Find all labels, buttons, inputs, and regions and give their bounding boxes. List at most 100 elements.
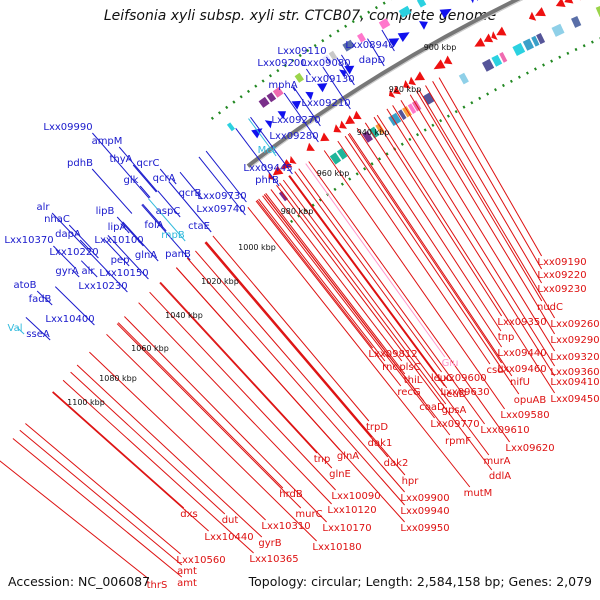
reverse-cds-arrow bbox=[443, 55, 453, 65]
reverse-gene-label-leader bbox=[356, 127, 503, 348]
reverse-gene-label-leader bbox=[205, 241, 406, 476]
forward-gene-label: pdhB bbox=[67, 158, 93, 169]
reverse-gene-label: Lxx10365 bbox=[249, 554, 298, 565]
reverse-gene-label: Lxx09410 bbox=[550, 377, 599, 388]
forward-gene-label: Lxx10220 bbox=[49, 247, 98, 258]
forward-gene-label: Lxx09110 bbox=[277, 46, 326, 57]
reverse-gene-label: amt bbox=[177, 578, 197, 589]
forward-trna-label-leader bbox=[148, 198, 186, 242]
forward-gene-label: Lxx10370 bbox=[4, 235, 53, 246]
forward-trna-label-leader bbox=[16, 326, 25, 335]
reverse-cds-arrow bbox=[535, 7, 546, 17]
reverse-gene-label-leader bbox=[288, 175, 446, 387]
forward-gene-label: Lxx10400 bbox=[45, 314, 94, 325]
kbp-tick-label: 1020 kbp bbox=[201, 277, 239, 286]
reverse-cog-block bbox=[375, 123, 385, 135]
reverse-gene-label-leader bbox=[52, 391, 185, 509]
reverse-gene-label: Lxx09220 bbox=[537, 270, 586, 281]
forward-gene-label-leader bbox=[80, 260, 98, 278]
forward-gene-label: Lxx09080 bbox=[301, 58, 350, 69]
reverse-gene-label-leader bbox=[344, 135, 520, 395]
reverse-gene-label: dak1 bbox=[368, 438, 393, 449]
forward-gene-label: ctaE bbox=[188, 221, 210, 232]
forward-gene-label: folA bbox=[144, 220, 163, 231]
reverse-cds-arrow bbox=[433, 59, 446, 70]
kbp-tick-label: 1080 kbp bbox=[99, 374, 137, 383]
forward-trna-label-leader bbox=[248, 118, 277, 157]
forward-cds-arrow bbox=[388, 38, 400, 48]
forward-gene-label: Lxx09990 bbox=[43, 122, 92, 133]
reverse-gene-label: Lxx09630 bbox=[440, 387, 489, 398]
reverse-gene-label-leader bbox=[298, 168, 486, 425]
forward-gene-label: atoB bbox=[13, 280, 36, 291]
reverse-gene-label: Lxx09320 bbox=[550, 352, 599, 363]
reverse-gene-label-leader bbox=[294, 171, 443, 373]
reverse-gene-label-leader bbox=[337, 140, 491, 365]
reverse-cds-arrow bbox=[496, 26, 507, 36]
reverse-cds-arrow bbox=[491, 31, 498, 40]
reverse-gene-label: Lxx10170 bbox=[322, 523, 371, 534]
reverse-gene-label-leader bbox=[204, 242, 389, 458]
reverse-gene-label: Lxx09770 bbox=[430, 419, 479, 430]
kbp-tick-label: 1040 kbp bbox=[165, 311, 203, 320]
forward-gene-label-leader bbox=[283, 92, 319, 143]
reverse-gene-label-leader bbox=[392, 105, 556, 367]
reverse-gene-label: hpr bbox=[402, 476, 420, 487]
map-title: Leifsonia xyli subsp. xyli str. CTCB07, … bbox=[103, 8, 497, 24]
reverse-gene-label-leader bbox=[348, 132, 513, 377]
reverse-gene-label-leader bbox=[373, 116, 503, 317]
reverse-gene-label-leader bbox=[262, 195, 435, 419]
reverse-gene-label-leader bbox=[386, 108, 556, 377]
reverse-cds-arrow bbox=[414, 71, 425, 81]
reverse-cds-arrow bbox=[306, 142, 315, 151]
forward-gene-label: sseA bbox=[26, 329, 50, 340]
reverse-cds-arrow bbox=[353, 110, 362, 120]
forward-gene-label-leader bbox=[107, 235, 149, 280]
reverse-cog-block bbox=[571, 16, 582, 28]
forward-gene-label: Lxx09200 bbox=[257, 58, 306, 69]
reverse-cds-arrow bbox=[528, 11, 537, 21]
forward-gene-label: Lxx09130 bbox=[305, 74, 354, 85]
forward-gene-label: glnA bbox=[135, 250, 157, 261]
reverse-cog-block bbox=[407, 103, 417, 114]
reverse-gene-label: thiL bbox=[404, 375, 423, 386]
forward-gene-label-leader bbox=[336, 57, 355, 86]
forward-gene-label: gyrA bbox=[55, 266, 78, 277]
forward-cog-block bbox=[357, 32, 366, 43]
forward-gene-label-leader bbox=[121, 222, 144, 247]
reverse-gene-label: Lxx09360 bbox=[550, 367, 599, 378]
reverse-gene-label: opuAB bbox=[514, 395, 547, 406]
reverse-cog-block bbox=[491, 54, 503, 67]
reverse-cds-arrow bbox=[388, 89, 396, 98]
reverse-gene-label: glnA bbox=[337, 451, 359, 462]
reverse-gene-label-leader bbox=[176, 267, 405, 523]
reverse-gene-label: Lxx09260 bbox=[550, 319, 599, 330]
forward-gene-label: Lxx09445 bbox=[243, 163, 292, 174]
forward-cds-arrow bbox=[419, 21, 428, 30]
reverse-gene-label-leader bbox=[270, 189, 403, 362]
reverse-cog-block bbox=[278, 191, 288, 202]
reverse-gene-label: leuD bbox=[444, 389, 467, 400]
forward-cds-arrow bbox=[277, 111, 286, 120]
reverse-gene-label: Lxx09900 bbox=[400, 493, 449, 504]
forward-gene-label: Lxx08940 bbox=[345, 40, 394, 51]
reverse-gene-label: Lxx09580 bbox=[500, 410, 549, 421]
forward-gene-label-leader bbox=[157, 190, 181, 218]
reverse-gene-label-leader bbox=[409, 94, 556, 335]
reverse-cds-arrow bbox=[320, 132, 330, 142]
reverse-gene-label-leader bbox=[415, 90, 543, 302]
forward-gene-label-leader bbox=[132, 164, 157, 193]
reverse-gene-label-leader bbox=[138, 302, 332, 505]
reverse-gene-label: nudC bbox=[537, 302, 563, 313]
reverse-gene-label: Lxx10090 bbox=[331, 491, 380, 502]
forward-gene-label-leader bbox=[103, 238, 130, 267]
reverse-cds-arrow bbox=[564, 0, 574, 4]
forward-gene-label-leader bbox=[381, 29, 395, 52]
forward-gene-label-leader bbox=[122, 221, 159, 262]
feature-tracks bbox=[226, 0, 600, 202]
reverse-gene-label-leader bbox=[308, 161, 511, 443]
reverse-gene-label-leader bbox=[263, 194, 451, 436]
reverse-gene-label: plsC bbox=[399, 362, 420, 373]
forward-gene-label: panB bbox=[165, 249, 191, 260]
reverse-gene-label: ddlA bbox=[489, 471, 511, 482]
